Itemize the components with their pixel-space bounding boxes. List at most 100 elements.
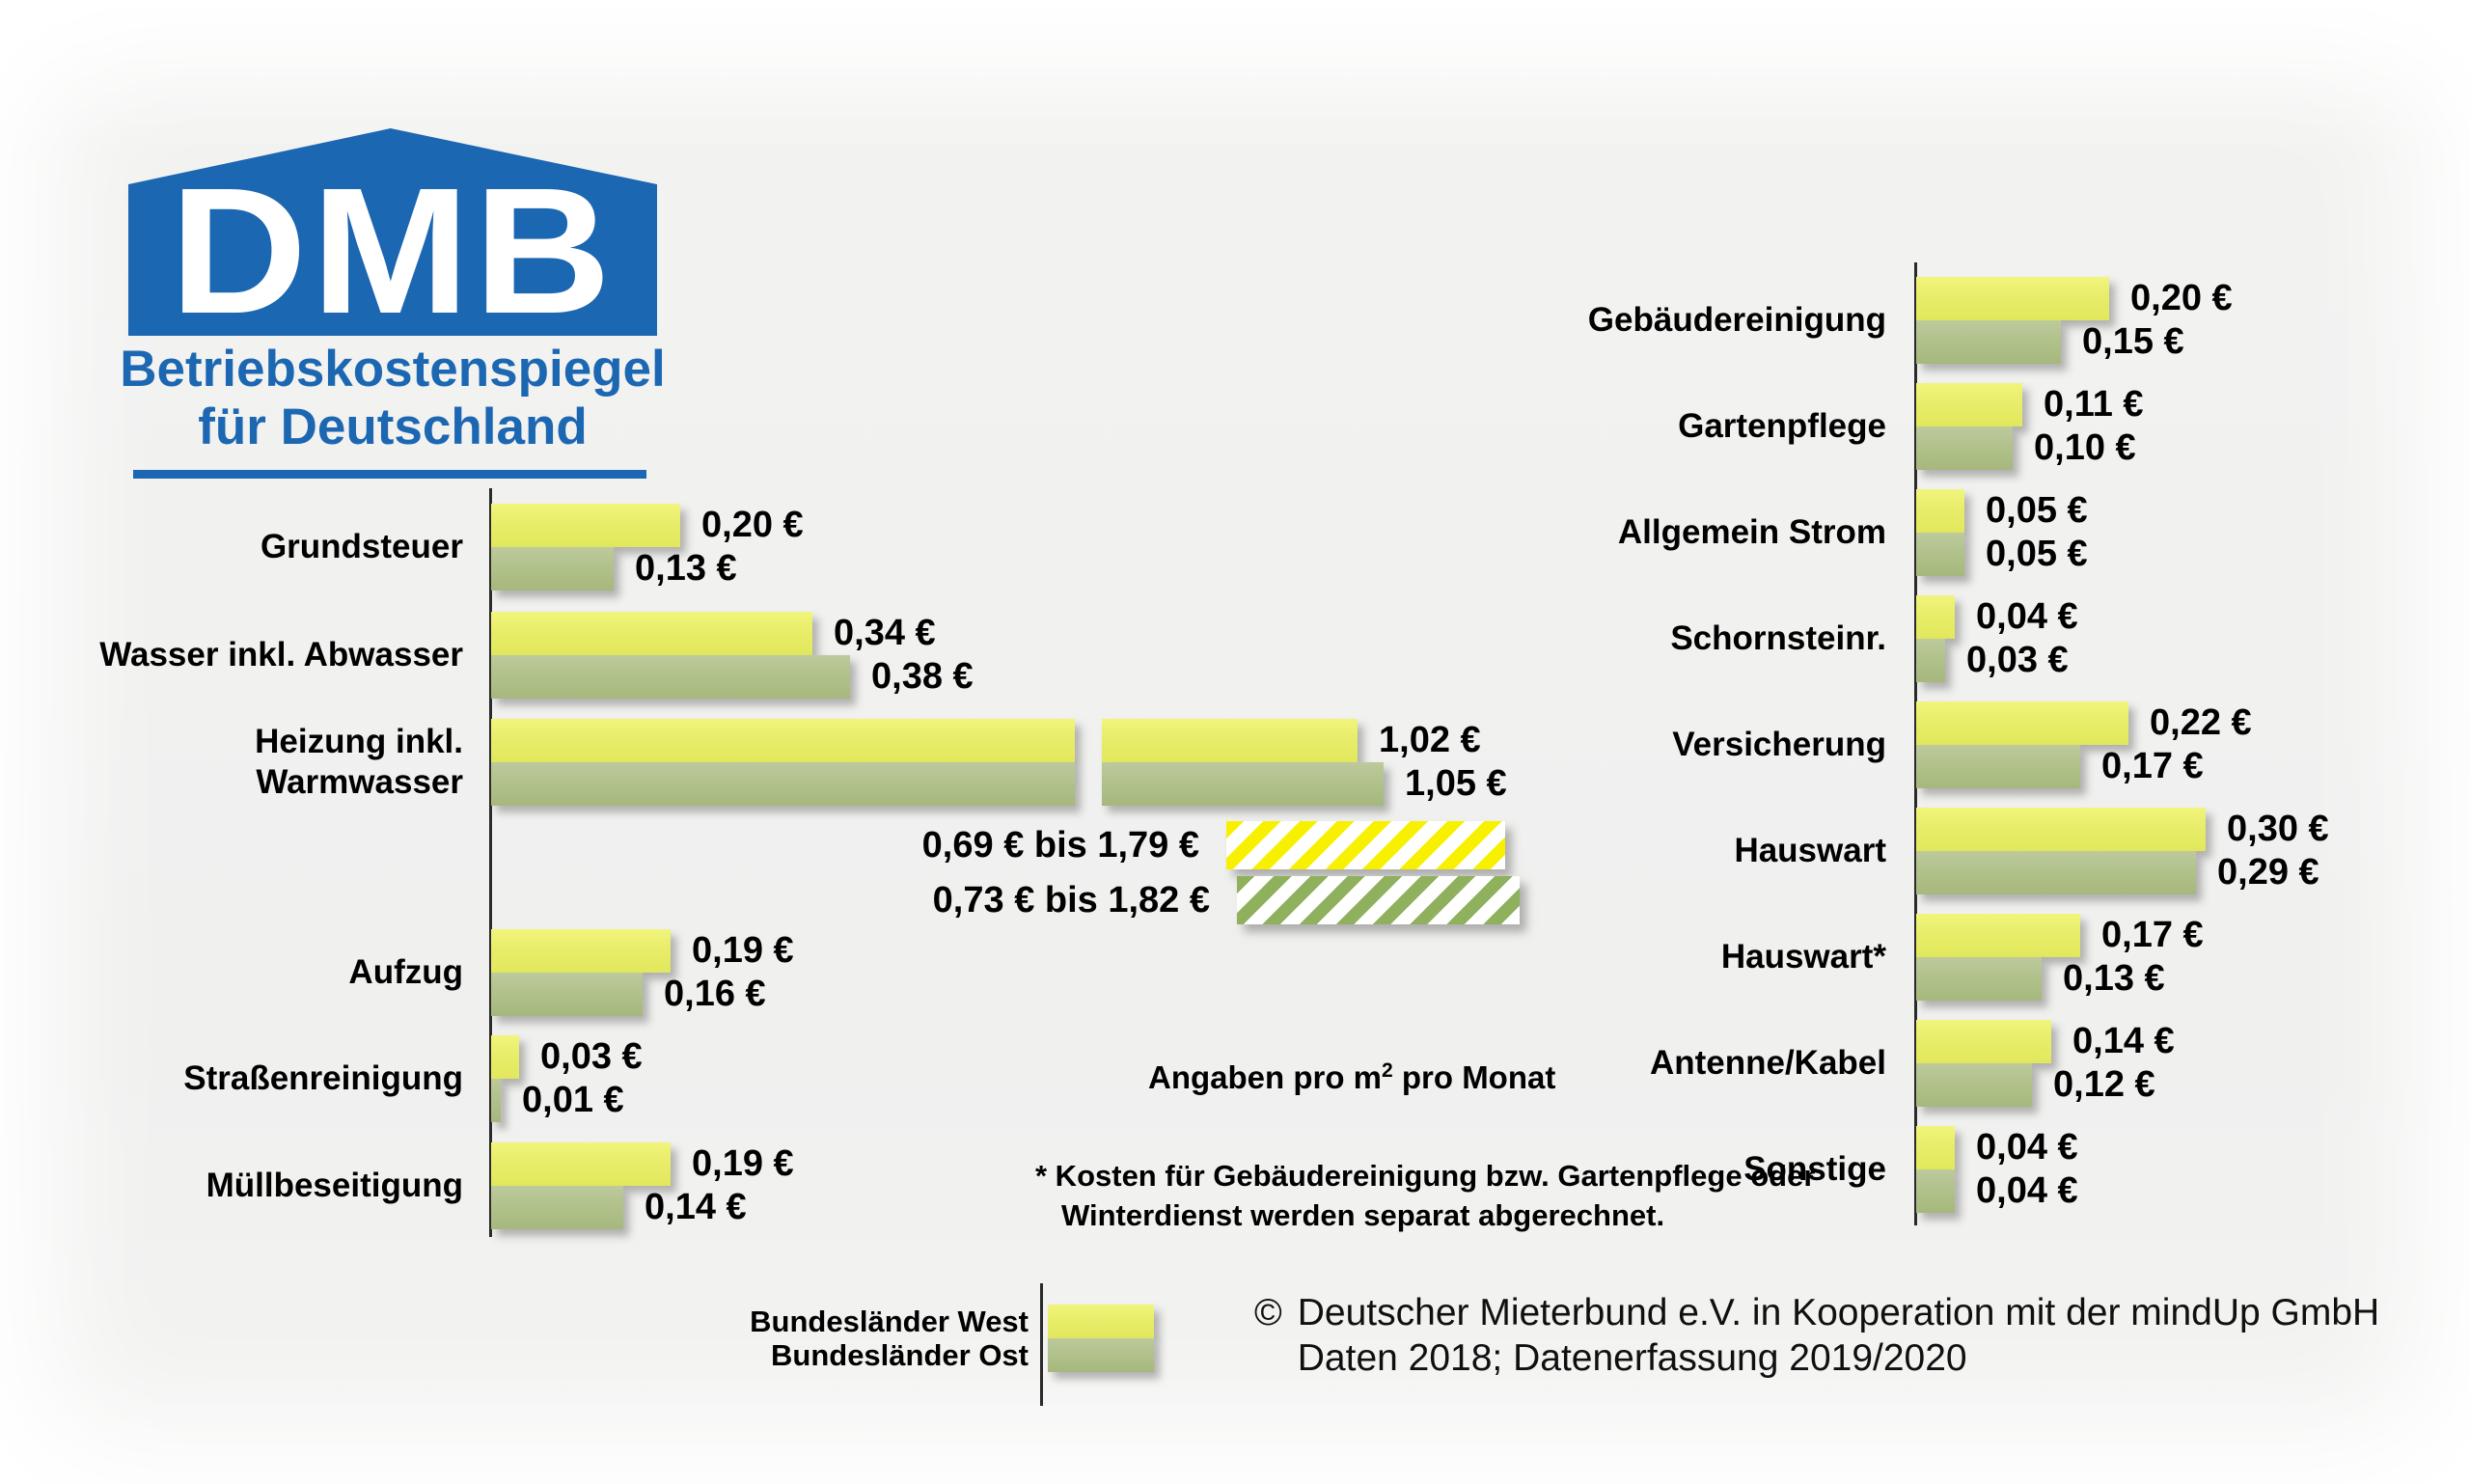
legend-swatch-west — [1048, 1305, 1154, 1338]
bar-ost — [1916, 533, 1964, 576]
legend-swatch-ost — [1048, 1338, 1154, 1372]
unit-note-suffix: pro Monat — [1392, 1059, 1556, 1095]
footnote-line2: Winterdienst werden separat abgerechnet. — [1061, 1198, 1665, 1232]
value-label-west: 0,11 € — [2044, 384, 2144, 425]
category-label-line: Allgemein Strom — [1617, 513, 1886, 551]
category-label: Allgemein Strom — [1346, 489, 1886, 576]
bar-west — [1916, 489, 1964, 533]
category-label: Sonstige — [1346, 1126, 1886, 1213]
category-label: Schornsteinr. — [1346, 595, 1886, 682]
bar-ost — [491, 1186, 623, 1229]
value-label-west: 0,03 € — [540, 1036, 643, 1077]
bar-ost-segment-2 — [1102, 762, 1384, 806]
bar-west — [1916, 701, 2128, 745]
value-label-west: 0,20 € — [2130, 278, 2233, 318]
value-label-ost: 0,13 € — [2063, 958, 2165, 999]
category-label-line: Straßenreinigung — [183, 1059, 463, 1097]
category-label: Heizung inkl. Warmwasser — [0, 719, 463, 806]
unit-note-prefix: Angaben pro m — [1148, 1059, 1383, 1095]
bar-west — [1916, 277, 2109, 320]
footnote-line1: * Kosten für Gebäudereinigung bzw. Garte… — [1035, 1159, 1816, 1193]
bar-ost — [1916, 1063, 2032, 1107]
value-label-ost: 0,29 € — [2217, 852, 2319, 893]
category-label-line: Müllbeseitigung — [206, 1167, 463, 1204]
bar-west — [1916, 1126, 1955, 1169]
category-label-line: Hauswart — [1734, 832, 1886, 869]
category-label-line: Heizung inkl. — [255, 723, 463, 760]
logo-subtitle-line1: Betriebskostenspiegel — [120, 341, 666, 398]
bar-west — [1916, 914, 2080, 957]
dmb-logo-text: DMB — [170, 151, 616, 351]
category-label: Gartenpflege — [1346, 383, 1886, 470]
legend-label-ost: Bundesländer Ost — [771, 1338, 1029, 1372]
bar-west — [491, 504, 680, 547]
category-label: Gebäudereinigung — [1346, 277, 1886, 364]
category-label: Hauswart — [1346, 808, 1886, 894]
range-bar-ost — [1237, 876, 1520, 924]
value-label-ost: 0,10 € — [2034, 427, 2136, 468]
value-label-west: 0,19 € — [692, 1143, 794, 1184]
bar-west — [491, 929, 671, 973]
logo-underline — [133, 470, 646, 479]
bar-ost — [491, 547, 614, 591]
bar-ost — [1916, 320, 2061, 364]
bar-west-segment-2 — [1102, 719, 1358, 762]
range-bar-west — [1226, 821, 1505, 869]
bar-ost — [1916, 851, 2196, 894]
category-label-line: Aufzug — [348, 953, 463, 991]
value-label-west: 0,17 € — [2101, 915, 2204, 955]
category-label: Müllbeseitigung — [0, 1142, 463, 1229]
bar-west — [1916, 1020, 2051, 1063]
category-label-line: Schornsteinr. — [1670, 619, 1886, 657]
bar-ost-segment-1 — [491, 762, 1075, 806]
copyright-line2: Daten 2018; Datenerfassung 2019/2020 — [1297, 1337, 1967, 1379]
logo-subtitle-line2: für Deutschland — [198, 398, 588, 455]
bar-west-segment-1 — [491, 719, 1075, 762]
bar-west — [491, 1035, 519, 1079]
value-label-ost: 0,15 € — [2082, 321, 2184, 362]
value-label-ost: 0,12 € — [2053, 1064, 2155, 1105]
value-label-west: 0,30 € — [2227, 809, 2329, 849]
value-label-ost: 0,16 € — [664, 974, 766, 1014]
bar-west — [1916, 595, 1955, 639]
value-label-ost: 0,38 € — [871, 656, 974, 697]
category-label: Aufzug — [0, 929, 463, 1016]
right-panel-axis — [1914, 262, 1917, 1225]
bar-west — [491, 1142, 671, 1186]
bar-ost — [1916, 1169, 1955, 1213]
copyright-text: Deutscher Mieterbund e.V. in Kooperation… — [1298, 1290, 2379, 1381]
value-label-ost: 0,01 € — [522, 1080, 624, 1120]
bar-ost — [491, 973, 643, 1016]
category-label-line: Sonstige — [1743, 1150, 1886, 1188]
value-label-ost: 1,05 € — [1405, 763, 1507, 804]
value-label-ost: 0,17 € — [2101, 746, 2204, 786]
bar-ost — [1916, 957, 2042, 1001]
category-label: Hauswart* — [1346, 914, 1886, 1001]
range-label-ost: 0,73 € bis 1,82 € — [932, 880, 1210, 921]
category-label: Antenne/Kabel — [1346, 1020, 1886, 1107]
value-label-west: 0,04 € — [1976, 596, 2078, 637]
range-label-west: 0,69 € bis 1,79 € — [921, 825, 1199, 866]
category-label-line: Gebäudereinigung — [1587, 301, 1886, 339]
unit-note-superscript: 2 — [1382, 1059, 1393, 1082]
value-label-west: 0,19 € — [692, 930, 794, 971]
category-label: Straßenreinigung — [0, 1035, 463, 1122]
bar-ost — [1916, 745, 2080, 788]
bar-west — [1916, 383, 2022, 426]
category-label-line: Versicherung — [1672, 726, 1886, 763]
copyright-line1: Deutscher Mieterbund e.V. in Kooperation… — [1297, 1292, 2380, 1333]
bar-west — [1916, 808, 2206, 851]
category-label-line: Wasser inkl. Abwasser — [99, 636, 463, 673]
value-label-west: 0,04 € — [1976, 1127, 2078, 1168]
value-label-west: 0,22 € — [2150, 702, 2252, 743]
value-label-ost: 0,13 € — [635, 548, 737, 589]
bar-ost — [491, 655, 850, 699]
value-label-ost: 0,05 € — [1986, 534, 2088, 574]
category-label: Wasser inkl. Abwasser — [0, 612, 463, 699]
legend-label-west: Bundesländer West — [750, 1305, 1029, 1338]
left-panel-axis — [489, 488, 492, 1237]
value-label-west: 0,34 € — [834, 613, 936, 653]
unit-note: Angaben pro m2 pro Monat — [1148, 1059, 1555, 1096]
value-label-west: 0,14 € — [2072, 1021, 2175, 1061]
